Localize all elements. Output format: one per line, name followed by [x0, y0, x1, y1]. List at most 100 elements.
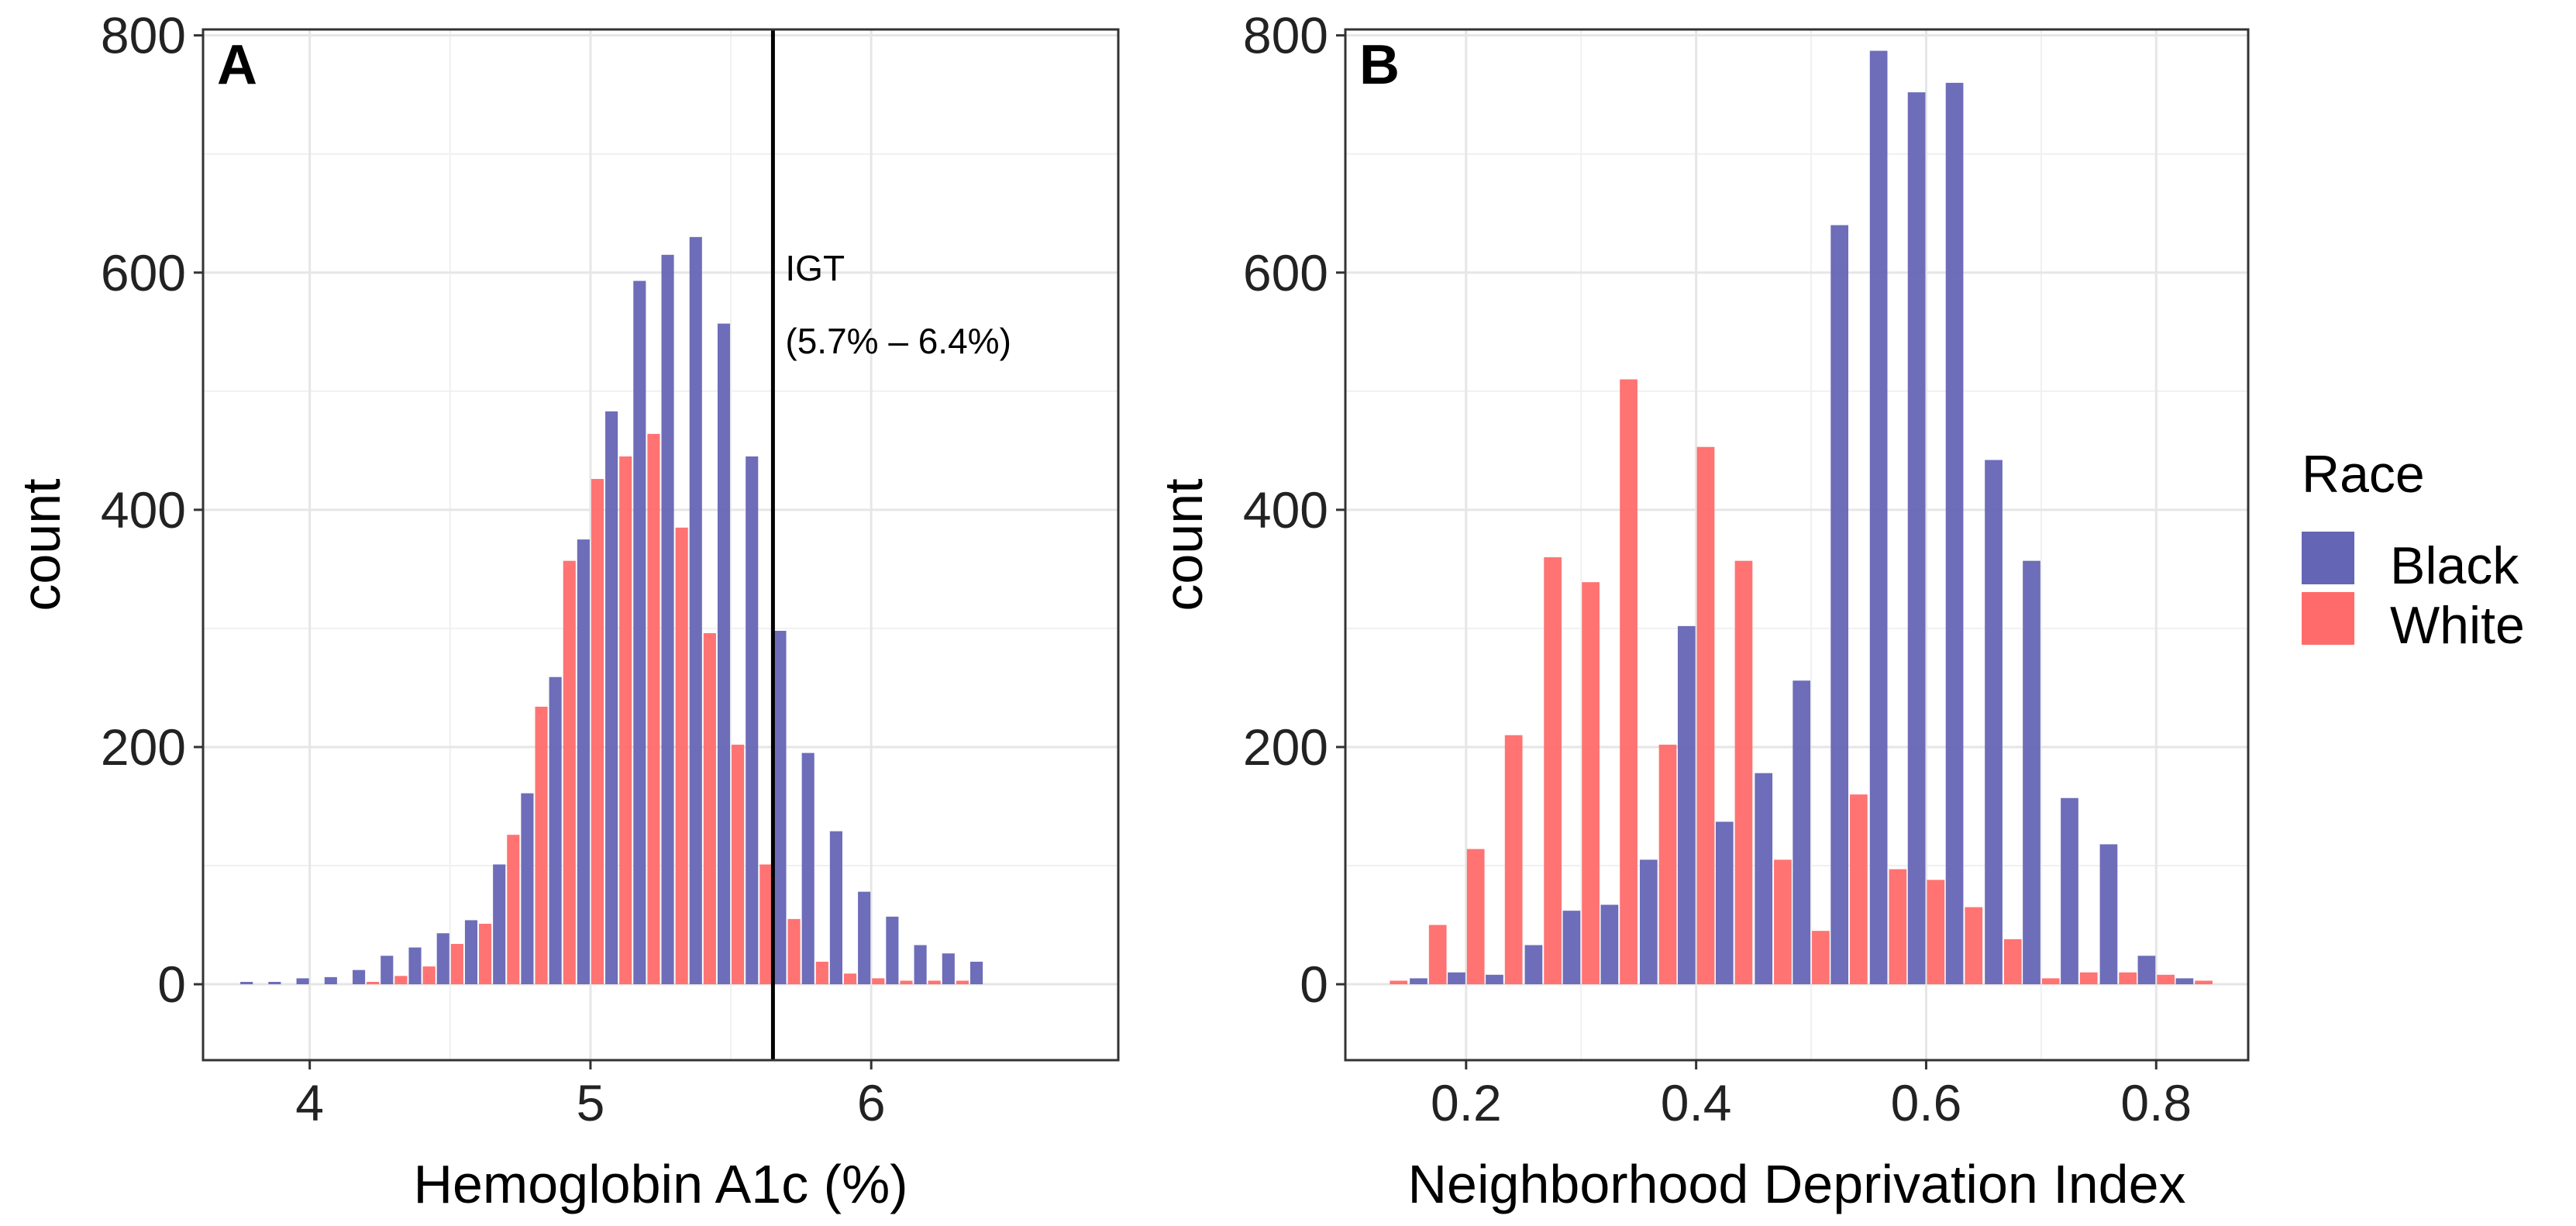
- panel-b-grid: [1345, 29, 2248, 1060]
- bar-black-0.467: [1755, 773, 1773, 985]
- igt-range-label: (5.7% – 6.4%): [785, 321, 1011, 361]
- bar-white-0.567: [1889, 869, 1907, 985]
- legend-label-black: Black: [2390, 536, 2519, 595]
- bar-white-4.4: [422, 966, 436, 985]
- y-tick-label: 600: [1243, 244, 1328, 301]
- bar-black-5.3: [661, 254, 674, 985]
- panel-a-y-axis-title: count: [11, 478, 71, 611]
- x-tick-label: 0.6: [1891, 1074, 1962, 1131]
- bar-black-5.2: [633, 281, 646, 985]
- x-tick-label: 0.8: [2120, 1074, 2192, 1131]
- bar-white-0.667: [2003, 938, 2022, 985]
- legend-title: Race: [2302, 445, 2425, 504]
- panel-b-y-ticks: 0 200 400 600 800: [1243, 7, 1345, 1013]
- bar-white-0.333: [1620, 379, 1638, 985]
- panel-b-tag: B: [1359, 34, 1400, 96]
- y-tick-label: 400: [101, 481, 186, 539]
- bar-white-0.133: [1390, 980, 1408, 985]
- y-tick-label: 200: [1243, 718, 1328, 776]
- x-tick-label: 4: [295, 1074, 324, 1131]
- bar-white-0.467: [1774, 859, 1792, 985]
- legend-key-white: [2302, 592, 2354, 645]
- legend-key-black: [2302, 532, 2354, 584]
- bar-white-5.1: [619, 456, 632, 985]
- bar-black-4: [296, 978, 309, 985]
- bar-white-5.4: [703, 633, 716, 985]
- bar-white-5.9: [843, 973, 857, 985]
- bar-black-0.333: [1600, 904, 1619, 985]
- bar-black-0.6: [1907, 92, 1926, 985]
- bar-black-3.8: [240, 981, 253, 985]
- y-tick-label: 0: [1300, 956, 1328, 1013]
- bar-white-5.8: [815, 961, 828, 985]
- bar-white-5.3: [675, 527, 688, 985]
- bar-black-4.5: [436, 933, 449, 985]
- bar-white-0.7: [2041, 978, 2060, 985]
- bar-white-5.2: [647, 433, 660, 985]
- bar-black-5.6: [746, 456, 759, 985]
- bar-black-5.4: [689, 236, 702, 985]
- y-tick-label: 800: [1243, 7, 1328, 64]
- bar-white-0.833: [2195, 980, 2213, 985]
- bar-black-4.2: [353, 969, 366, 985]
- bar-white-0.733: [2079, 972, 2098, 985]
- bar-white-0.767: [2119, 972, 2137, 985]
- bar-black-5.1: [605, 411, 618, 985]
- bar-black-4.4: [408, 947, 422, 985]
- bar-black-0.7: [2023, 560, 2040, 985]
- bar-black-0.5: [1793, 680, 1811, 985]
- x-tick-label: 0.2: [1431, 1074, 1502, 1131]
- bar-white-4.9: [563, 560, 576, 985]
- bar-black-0.167: [1410, 978, 1427, 985]
- bar-white-6: [872, 978, 885, 985]
- x-tick-label: 0.4: [1661, 1074, 1732, 1131]
- bar-white-0.8: [2157, 974, 2175, 985]
- bar-black-0.433: [1715, 821, 1734, 985]
- bar-white-4.3: [394, 976, 408, 985]
- bar-black-6.3: [942, 953, 955, 985]
- panel-b-frame: [1344, 28, 2250, 1062]
- panel-a-grid: [203, 29, 1118, 1060]
- bar-white-0.433: [1734, 560, 1753, 985]
- bar-black-0.767: [2099, 844, 2118, 985]
- bar-black-0.833: [2175, 978, 2194, 985]
- bar-white-5.6: [759, 864, 773, 985]
- y-tick-label: 0: [157, 956, 186, 1013]
- bar-white-0.3: [1582, 582, 1600, 985]
- panel-b: 0 200 400 600 800 0.2 0.4 0.6 0.8 B Neighborhoo…: [1153, 7, 2250, 1214]
- bar-white-0.167: [1428, 925, 1447, 985]
- bar-black-0.667: [1985, 460, 2003, 985]
- bar-black-4.1: [324, 976, 337, 985]
- bar-white-6.3: [956, 980, 969, 985]
- panel-b-x-ticks: 0.2 0.4 0.6 0.8: [1431, 1060, 2192, 1131]
- bar-white-0.4: [1696, 446, 1715, 985]
- panel-a-frame: [201, 28, 1120, 1062]
- bar-black-0.567: [1869, 50, 1888, 985]
- bar-black-0.533: [1830, 225, 1849, 985]
- panel-b-x-axis-title: Neighborhood Deprivation Index: [1408, 1154, 2186, 1214]
- bar-black-5.5: [717, 323, 731, 985]
- legend-label-white: White: [2390, 596, 2525, 655]
- bar-black-4.8: [521, 793, 534, 985]
- bar-white-4.2: [367, 981, 380, 985]
- bar-white-0.367: [1658, 744, 1677, 985]
- bar-white-0.267: [1544, 557, 1562, 985]
- bar-black-0.3: [1562, 911, 1581, 985]
- bar-white-0.233: [1504, 735, 1523, 985]
- y-tick-label: 600: [101, 244, 186, 301]
- bar-black-6.1: [886, 916, 899, 985]
- bar-white-4.7: [507, 835, 520, 985]
- bar-white-4.6: [479, 923, 492, 985]
- bar-black-6: [858, 891, 871, 985]
- bar-white-5: [591, 479, 604, 985]
- y-tick-label: 200: [101, 718, 186, 776]
- bar-white-0.2: [1466, 849, 1485, 985]
- panel-a-bars: [240, 236, 983, 985]
- panel-a-x-ticks: 4 5 6: [295, 1060, 886, 1131]
- bar-black-6.2: [914, 945, 927, 985]
- y-tick-label: 400: [1243, 481, 1328, 539]
- bar-black-0.633: [1945, 82, 1964, 985]
- bar-black-0.733: [2061, 797, 2078, 985]
